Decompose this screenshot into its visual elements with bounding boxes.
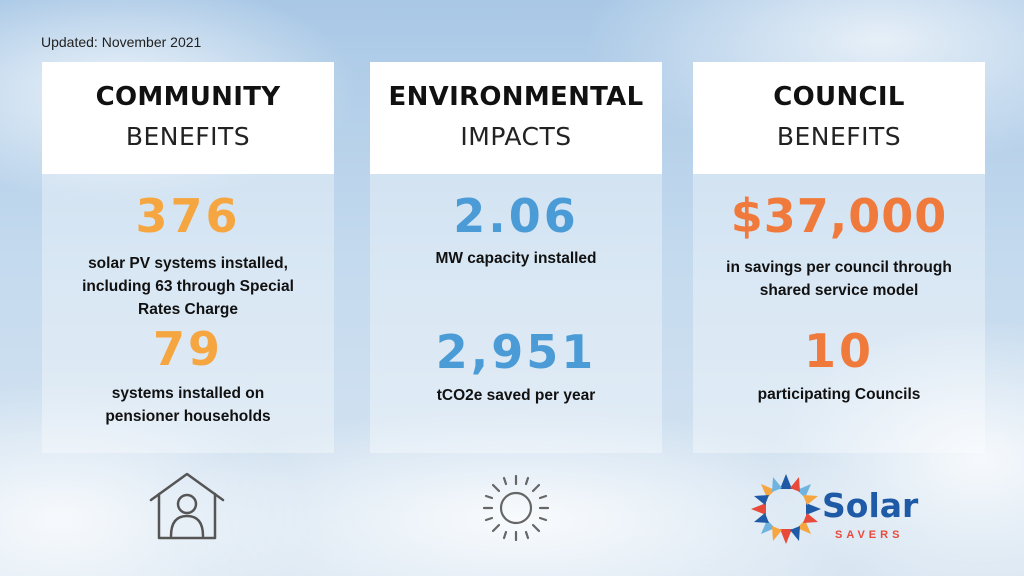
- house-person-icon: [149, 472, 225, 540]
- card-title: ENVIRONMENTAL: [388, 82, 644, 112]
- stat-value: $37,000: [730, 189, 948, 243]
- card-header: COUNCIL BENEFITS: [693, 62, 985, 174]
- solar-savers-logo-icon: [751, 474, 821, 544]
- stat-description: participating Councils: [757, 386, 921, 403]
- sun-icon: [482, 474, 550, 542]
- logo-subtitle: SAVERS: [835, 529, 904, 541]
- stat-value: 10: [803, 324, 874, 378]
- environmental-impacts-card: ENVIRONMENTAL IMPACTS 2.06 MW capacity i…: [370, 62, 662, 453]
- community-benefits-card: COMMUNITY BENEFITS 376 solar PV systems …: [42, 62, 334, 453]
- stat-value: 2,951: [435, 325, 597, 379]
- card-subtitle: BENEFITS: [776, 122, 902, 151]
- logo-wordmark: Solar: [822, 486, 919, 525]
- stat-description: solar PV systems installed, including 63…: [82, 255, 294, 318]
- stat-description: in savings per council through shared se…: [726, 259, 952, 299]
- card-title: COUNCIL: [773, 82, 905, 112]
- card-header: ENVIRONMENTAL IMPACTS: [370, 62, 662, 174]
- card-subtitle: IMPACTS: [460, 122, 572, 151]
- updated-date: Updated: November 2021: [41, 34, 202, 50]
- stat-description: tCO2e saved per year: [436, 387, 596, 404]
- stat-value: 376: [135, 189, 241, 243]
- card-title: COMMUNITY: [95, 82, 281, 112]
- stat-description: MW capacity installed: [435, 250, 597, 267]
- card-subtitle: BENEFITS: [125, 122, 251, 151]
- stat-value: 2.06: [453, 189, 579, 243]
- card-header: COMMUNITY BENEFITS: [42, 62, 334, 174]
- council-benefits-card: COUNCIL BENEFITS $37,000 in savings per …: [693, 62, 985, 453]
- stat-description: systems installed on pensioner household…: [105, 385, 271, 425]
- stat-value: 79: [152, 322, 223, 376]
